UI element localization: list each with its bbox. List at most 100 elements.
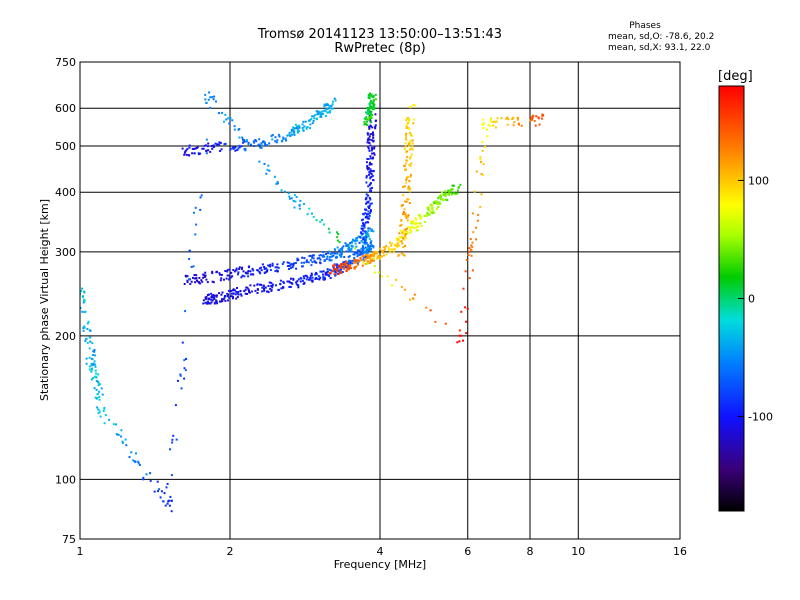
data-point: [323, 255, 326, 258]
data-point: [351, 245, 354, 248]
data-point: [407, 225, 410, 228]
y-tick-label: 300: [55, 246, 76, 259]
data-point: [367, 217, 370, 220]
data-point: [238, 146, 241, 149]
data-point: [269, 269, 272, 271]
data-point: [172, 434, 175, 437]
data-point: [444, 195, 447, 198]
data-point: [355, 259, 358, 262]
data-point: [405, 136, 407, 139]
data-point: [366, 244, 369, 246]
data-point: [365, 248, 368, 251]
data-point: [159, 496, 162, 499]
data-point: [404, 212, 407, 215]
data-point: [408, 131, 411, 134]
data-point: [396, 237, 398, 240]
data-point: [220, 293, 223, 296]
data-point: [205, 101, 208, 104]
data-point: [366, 133, 369, 136]
data-point: [315, 110, 318, 113]
data-point: [324, 115, 327, 117]
data-point: [471, 241, 474, 244]
data-point: [316, 257, 319, 260]
data-point: [315, 219, 318, 222]
data-point: [365, 239, 368, 242]
data-point: [186, 275, 189, 278]
data-point: [482, 163, 485, 166]
data-point: [86, 341, 89, 344]
data-point: [366, 167, 369, 169]
data-point: [312, 120, 315, 122]
data-point: [512, 124, 515, 127]
data-point: [365, 202, 368, 205]
data-point: [343, 267, 346, 270]
data-point: [369, 104, 372, 107]
data-point: [411, 148, 414, 151]
data-point: [415, 221, 418, 224]
data-point: [325, 253, 328, 255]
data-point: [306, 276, 309, 279]
data-point: [396, 246, 399, 249]
y-tick-label: 400: [55, 186, 76, 199]
data-point: [183, 367, 186, 370]
data-point: [229, 148, 232, 151]
data-point: [120, 435, 123, 438]
data-point: [245, 140, 248, 143]
data-point: [529, 119, 532, 122]
data-point: [329, 111, 331, 114]
data-point: [247, 275, 250, 278]
data-point: [293, 206, 296, 209]
data-point: [405, 119, 408, 122]
data-point: [445, 198, 448, 201]
data-point: [294, 123, 297, 126]
data-point: [403, 147, 406, 150]
data-point: [98, 410, 101, 413]
data-point: [235, 290, 238, 293]
data-point: [436, 208, 438, 211]
data-point: [209, 302, 212, 305]
data-point: [235, 267, 238, 270]
data-point: [370, 101, 373, 104]
data-point: [372, 259, 375, 262]
data-point: [219, 141, 222, 144]
data-point: [252, 269, 255, 272]
data-point: [460, 310, 463, 313]
data-point: [292, 130, 295, 133]
data-point: [372, 152, 375, 155]
data-point: [217, 112, 220, 115]
data-point: [367, 213, 370, 216]
data-point: [180, 387, 183, 390]
data-point: [370, 106, 373, 109]
data-point: [89, 340, 92, 343]
data-point: [103, 406, 106, 409]
data-point: [302, 275, 305, 278]
data-point: [391, 242, 393, 245]
data-point: [370, 121, 373, 124]
data-point: [403, 208, 406, 211]
data-point: [242, 138, 244, 141]
data-point: [362, 258, 365, 261]
data-point: [212, 281, 215, 284]
data-point: [313, 117, 316, 120]
data-point: [303, 281, 306, 284]
data-point: [286, 261, 289, 264]
data-point: [326, 268, 329, 271]
data-point: [370, 170, 373, 173]
data-point: [209, 150, 212, 153]
data-point: [406, 198, 409, 201]
data-point: [470, 254, 473, 257]
data-point: [346, 267, 349, 270]
data-point: [316, 112, 319, 115]
data-point: [367, 249, 370, 252]
data-point: [232, 145, 235, 148]
data-point: [266, 144, 269, 147]
data-point: [353, 253, 356, 256]
data-point: [237, 271, 240, 274]
data-point: [281, 263, 284, 265]
data-point: [507, 118, 510, 121]
data-point: [372, 136, 375, 139]
data-point: [402, 253, 405, 256]
data-point: [322, 254, 325, 257]
data-point: [310, 272, 313, 275]
data-point: [224, 113, 227, 116]
